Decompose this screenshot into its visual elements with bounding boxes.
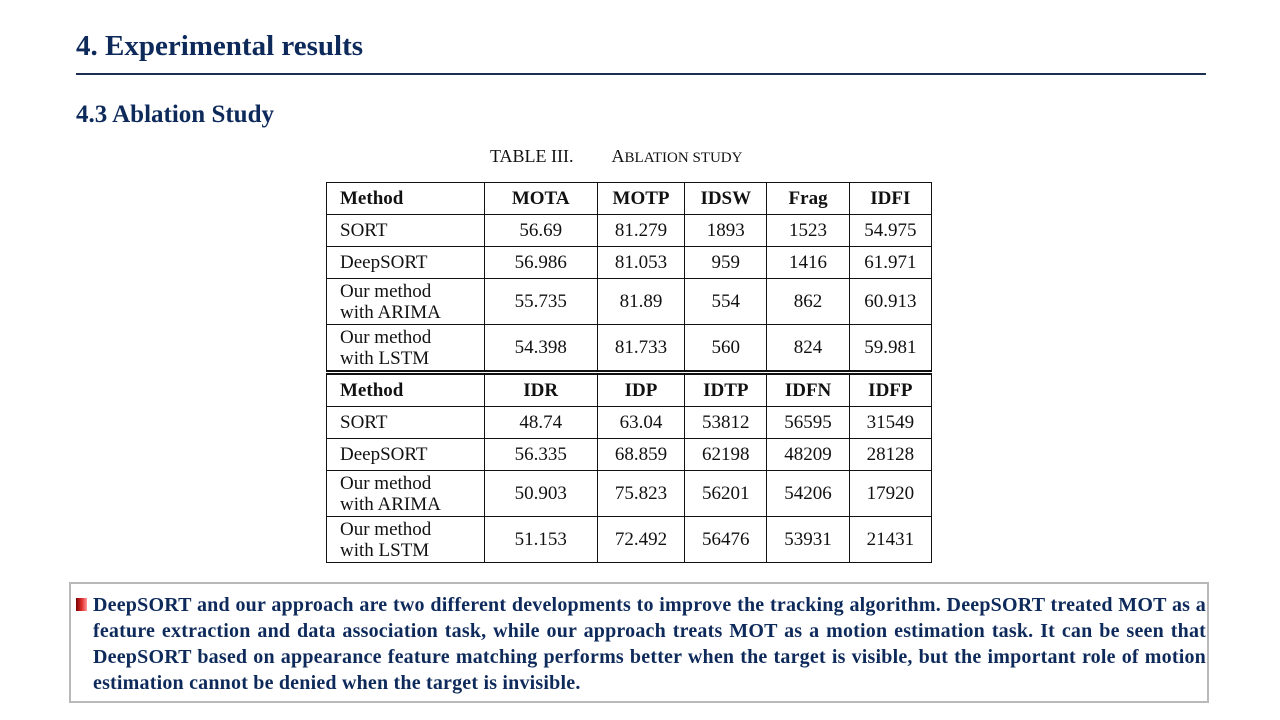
method-cell: DeepSORT [326,438,485,471]
table-cell: 53931 [766,516,850,563]
table-cell: 56595 [766,406,850,439]
table-cell: 48.74 [483,406,598,439]
section-heading: 4.3 Ablation Study [76,101,274,128]
table-row: SORT 48.74 63.04 53812 56595 31549 [326,406,933,439]
ablation-table: Method MOTA MOTP IDSW Frag IDFI SORT 56.… [326,182,933,563]
slide-title: 4. Experimental results [76,30,364,62]
column-header: IDFP [848,370,933,407]
table-cell: 48209 [766,438,850,471]
table-header-row: Method MOTA MOTP IDSW Frag IDFI [326,182,933,215]
table-cell: 81.053 [596,246,686,279]
table-cell: 1416 [766,246,850,279]
table-cell: 56476 [684,516,768,563]
column-header: IDTP [684,370,768,407]
table-cell: 554 [684,278,768,325]
table-cell: 72.492 [596,516,686,563]
table-cell: 63.04 [596,406,686,439]
column-header: Method [326,182,485,215]
table-cell: 54.975 [848,214,933,247]
table-cell: 81.733 [596,324,686,373]
column-header: IDP [596,370,686,407]
method-cell: DeepSORT [326,246,485,279]
table-caption: TABLE III. ABLATION STUDY [490,146,742,167]
bullet-icon [76,598,87,611]
column-header: IDSW [684,182,768,215]
table-cell: 28128 [848,438,933,471]
table-cell: 56.335 [483,438,598,471]
table-cell: 61.971 [848,246,933,279]
table-cell: 59.981 [848,324,933,373]
method-cell: SORT [326,214,485,247]
column-header: IDR [483,370,598,407]
method-cell: Our method with ARIMA [326,278,485,325]
table-cell: 51.153 [483,516,598,563]
table-cell: 54206 [766,470,850,517]
column-header: MOTA [483,182,598,215]
table-cell: 55.735 [483,278,598,325]
column-header: MOTP [596,182,686,215]
table-cell: 17920 [848,470,933,517]
table-cell: 1893 [684,214,768,247]
table-cell: 56.69 [483,214,598,247]
table-cell: 53812 [684,406,768,439]
table-row: Our method with ARIMA 55.735 81.89 554 86… [326,278,933,325]
column-header: Frag [766,182,850,215]
table-cell: 54.398 [483,324,598,373]
table-row: Our method with LSTM 51.153 72.492 56476 … [326,516,933,563]
table-cell: 862 [766,278,850,325]
table-cell: 31549 [848,406,933,439]
method-cell: Our method with LSTM [326,516,485,563]
table-cell: 21431 [848,516,933,563]
table-cell: 824 [766,324,850,373]
table-row: DeepSORT 56.986 81.053 959 1416 61.971 [326,246,933,279]
table-cell: 56.986 [483,246,598,279]
table-cell: 75.823 [596,470,686,517]
table-cell: 60.913 [848,278,933,325]
table-cell: 959 [684,246,768,279]
column-header: IDFN [766,370,850,407]
table-cell: 68.859 [596,438,686,471]
table-caption-label: TABLE III. [490,146,574,166]
title-divider [76,73,1206,75]
method-cell: Our method with ARIMA [326,470,485,517]
table-cell: 81.89 [596,278,686,325]
table-cell: 50.903 [483,470,598,517]
table-cell: 81.279 [596,214,686,247]
table-cell: 560 [684,324,768,373]
table-cell: 62198 [684,438,768,471]
table-row: SORT 56.69 81.279 1893 1523 54.975 [326,214,933,247]
table-header-row: Method IDR IDP IDTP IDFN IDFP [326,370,933,407]
table-row: DeepSORT 56.335 68.859 62198 48209 28128 [326,438,933,471]
note-box: DeepSORT and our approach are two differ… [69,582,1209,703]
table-row: Our method with ARIMA 50.903 75.823 56201… [326,470,933,517]
method-cell: Our method with LSTM [326,324,485,373]
note-text: DeepSORT and our approach are two differ… [93,594,1206,694]
method-cell: SORT [326,406,485,439]
table-row: Our method with LSTM 54.398 81.733 560 82… [326,324,933,373]
column-header: IDFI [848,182,933,215]
column-header: Method [326,370,485,407]
table-caption-title: ABLATION STUDY [611,146,743,166]
table-cell: 1523 [766,214,850,247]
table-cell: 56201 [684,470,768,517]
